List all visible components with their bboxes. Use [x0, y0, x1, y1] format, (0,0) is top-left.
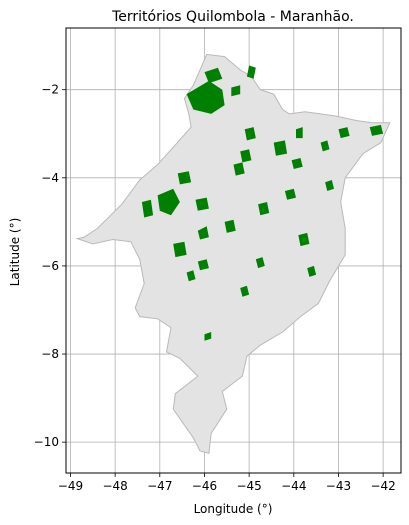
- territory-polygon: [284, 188, 296, 200]
- x-tick-label: −47: [147, 479, 172, 493]
- territory-polygon: [157, 188, 180, 216]
- x-tick-label: −48: [102, 479, 127, 493]
- territory-polygon: [298, 232, 310, 247]
- territory-polygon: [224, 219, 236, 233]
- territory-polygon: [233, 162, 245, 176]
- x-axis-ticks: −49 −48 −47 −46 −45 −44 −43 −42: [58, 473, 396, 493]
- territory-polygon: [258, 202, 270, 216]
- x-tick-label: −46: [192, 479, 217, 493]
- territory-polygon: [255, 257, 265, 269]
- territory-polygon: [296, 127, 303, 139]
- territory-polygon: [307, 265, 317, 277]
- x-tick-label: −45: [236, 479, 261, 493]
- y-tick-label: −10: [34, 435, 59, 449]
- y-tick-label: −8: [41, 347, 59, 361]
- territory-polygon: [246, 65, 256, 79]
- territory-polygon: [273, 140, 288, 156]
- quilombola-territories: [141, 65, 384, 341]
- territory-polygon: [177, 171, 192, 185]
- territory-polygon: [173, 241, 187, 258]
- territory-polygon: [291, 158, 303, 169]
- territory-polygon: [204, 67, 223, 84]
- x-tick-label: −44: [281, 479, 306, 493]
- plot-frame: [65, 27, 402, 474]
- y-tick-label: −6: [41, 259, 59, 273]
- territory-polygon: [240, 285, 250, 297]
- territory-polygon: [369, 124, 384, 136]
- y-tick-label: −2: [41, 83, 59, 97]
- y-tick-label: −4: [41, 171, 59, 185]
- state-outline: [75, 53, 391, 454]
- territory-polygon: [240, 149, 252, 163]
- territory-polygon: [338, 127, 350, 139]
- territory-polygon: [231, 85, 241, 97]
- territory-polygon: [325, 180, 334, 191]
- y-axis-label: Latitude (°): [8, 218, 22, 287]
- x-axis-label: Longitude (°): [194, 502, 273, 516]
- territory-polygon: [186, 270, 196, 282]
- territory-polygon: [197, 226, 209, 240]
- territory-polygon: [320, 140, 330, 152]
- territory-polygon: [195, 197, 209, 211]
- x-tick-label: −43: [326, 479, 351, 493]
- x-tick-label: −49: [58, 479, 83, 493]
- y-axis-ticks: −2 −4 −6 −8 −10: [34, 83, 66, 449]
- territory-polygon: [186, 80, 225, 114]
- territory-polygon: [244, 127, 256, 141]
- x-tick-label: −42: [370, 479, 395, 493]
- plot-title: Territórios Quilombola - Maranhão.: [111, 9, 354, 25]
- territory-polygon: [197, 259, 209, 271]
- territory-polygon: [204, 332, 212, 341]
- territory-polygon: [141, 199, 154, 218]
